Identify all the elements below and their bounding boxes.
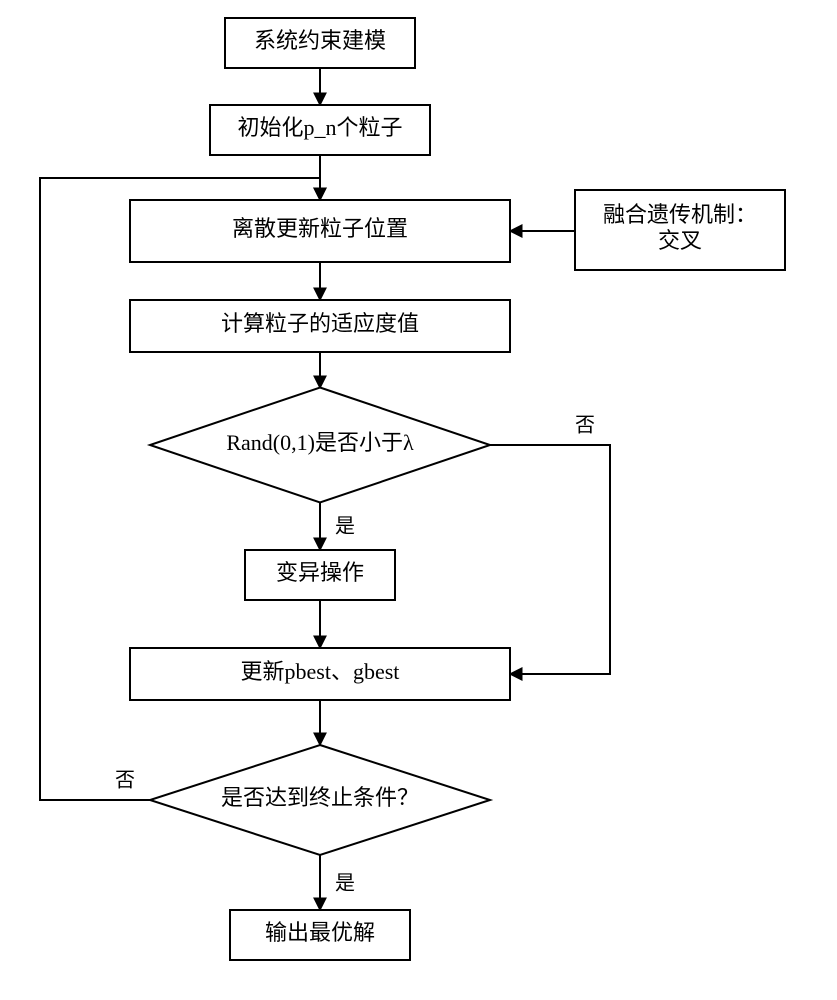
edge: [490, 445, 610, 674]
node-label: 初始化p_n个粒子: [237, 115, 402, 140]
node-label: 计算粒子的适应度值: [221, 311, 419, 336]
node-label: Rand(0,1)是否小于λ: [226, 430, 414, 455]
node-label: 融合遗传机制：: [603, 202, 757, 227]
edge-label: 是: [335, 516, 355, 538]
node-label: 交叉: [658, 228, 702, 253]
node-label: 更新pbest、gbest: [241, 659, 400, 684]
node-label: 输出最优解: [265, 920, 375, 945]
flowchart-canvas: 是否否是系统约束建模初始化p_n个粒子离散更新粒子位置融合遗传机制：交叉计算粒子…: [0, 0, 837, 1000]
node-label: 系统约束建模: [254, 28, 386, 53]
edge-label: 是: [335, 873, 355, 895]
node-label: 变异操作: [276, 560, 364, 585]
node-label: 离散更新粒子位置: [232, 216, 408, 241]
edge-label: 否: [575, 415, 595, 437]
edge-label: 否: [115, 770, 135, 792]
node-label: 是否达到终止条件？: [221, 785, 419, 810]
